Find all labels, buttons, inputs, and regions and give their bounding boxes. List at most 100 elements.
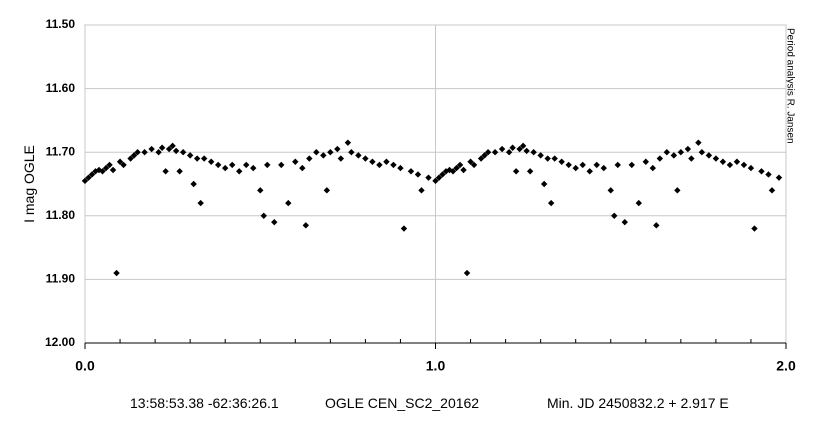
data-point bbox=[484, 149, 492, 156]
data-point bbox=[481, 152, 488, 159]
data-point bbox=[130, 152, 138, 159]
data-point bbox=[200, 155, 208, 162]
data-point bbox=[292, 158, 299, 165]
data-point bbox=[116, 158, 124, 165]
data-point bbox=[390, 161, 397, 169]
y-tick-label: 11.70 bbox=[46, 144, 76, 158]
data-point bbox=[540, 180, 548, 188]
y-tick-label: 12.00 bbox=[45, 335, 75, 349]
data-point bbox=[512, 168, 520, 175]
data-point bbox=[765, 171, 772, 178]
data-point bbox=[467, 158, 474, 165]
data-point bbox=[334, 145, 341, 153]
data-point bbox=[432, 177, 439, 185]
data-point bbox=[446, 166, 453, 174]
data-point bbox=[176, 168, 183, 175]
data-point bbox=[229, 161, 236, 169]
data-point bbox=[95, 166, 103, 174]
data-point bbox=[158, 144, 166, 151]
data-point bbox=[439, 171, 446, 178]
y-axis-label: I mag OGLE bbox=[21, 145, 37, 223]
data-point bbox=[565, 161, 572, 169]
data-point bbox=[516, 145, 523, 153]
data-point bbox=[299, 164, 306, 172]
data-point bbox=[197, 199, 204, 207]
data-point bbox=[106, 161, 113, 169]
y-tick-label: 11.90 bbox=[46, 272, 76, 286]
data-point bbox=[656, 155, 664, 162]
data-point bbox=[193, 155, 201, 162]
data-point bbox=[456, 161, 464, 169]
data-point bbox=[302, 222, 310, 229]
data-point bbox=[260, 212, 267, 219]
x-tick-label: 2.0 bbox=[776, 358, 796, 374]
data-point bbox=[558, 158, 565, 165]
data-point bbox=[477, 155, 485, 162]
data-point bbox=[344, 139, 352, 146]
data-point bbox=[628, 161, 635, 169]
data-point bbox=[257, 187, 264, 194]
data-point bbox=[733, 158, 741, 165]
caption: 13:58:53.38 -62:36:26.1 bbox=[130, 395, 279, 411]
data-point bbox=[207, 158, 215, 165]
data-point bbox=[460, 166, 467, 174]
data-point bbox=[85, 174, 92, 181]
side-note: Period analysis R. Jansen bbox=[784, 28, 795, 144]
data-point bbox=[102, 164, 110, 172]
data-point bbox=[141, 149, 148, 156]
data-point bbox=[470, 161, 478, 169]
x-tick-label: 1.0 bbox=[426, 358, 446, 374]
data-point bbox=[81, 177, 89, 185]
data-point bbox=[600, 164, 607, 172]
data-point bbox=[127, 155, 134, 162]
data-point bbox=[414, 171, 422, 178]
data-point bbox=[705, 152, 713, 159]
data-point bbox=[523, 147, 530, 155]
data-point bbox=[155, 149, 162, 156]
data-point bbox=[306, 155, 313, 162]
data-point bbox=[537, 152, 544, 159]
data-point bbox=[684, 145, 692, 153]
data-point bbox=[400, 225, 408, 232]
data-point bbox=[264, 161, 271, 169]
y-tick-label: 11.80 bbox=[46, 208, 76, 222]
data-point bbox=[491, 149, 499, 156]
data-point bbox=[165, 145, 173, 153]
x-tick-label: 0.0 bbox=[75, 358, 95, 374]
data-point bbox=[453, 164, 460, 172]
data-point bbox=[607, 187, 614, 194]
data-point bbox=[285, 199, 292, 207]
data-point bbox=[670, 152, 678, 159]
data-point bbox=[250, 164, 257, 172]
data-point bbox=[572, 164, 579, 172]
data-point bbox=[519, 142, 527, 150]
data-point bbox=[236, 168, 243, 175]
data-point bbox=[663, 149, 671, 156]
data-point bbox=[547, 199, 555, 207]
data-point bbox=[642, 158, 649, 165]
data-point bbox=[611, 212, 618, 219]
data-point bbox=[593, 161, 600, 169]
data-point bbox=[323, 187, 331, 194]
data-point bbox=[688, 155, 695, 162]
data-point bbox=[278, 161, 285, 169]
data-point bbox=[162, 168, 169, 175]
data-point bbox=[435, 174, 443, 181]
data-point bbox=[348, 149, 355, 156]
data-point bbox=[109, 166, 117, 174]
data-point bbox=[579, 161, 586, 169]
data-point bbox=[712, 155, 720, 162]
data-point bbox=[271, 218, 278, 226]
data-point bbox=[92, 168, 99, 175]
data-point bbox=[407, 168, 415, 175]
caption: Min. JD 2450832.2 + 2.917 E bbox=[547, 395, 729, 411]
data-point bbox=[397, 164, 404, 172]
data-point bbox=[768, 187, 776, 194]
data-point bbox=[758, 168, 765, 175]
data-point bbox=[463, 269, 471, 277]
data-point bbox=[214, 161, 222, 169]
caption: OGLE CEN_SC2_20162 bbox=[325, 395, 479, 411]
data-point bbox=[362, 155, 369, 162]
y-tick-label: 11.50 bbox=[46, 17, 76, 31]
